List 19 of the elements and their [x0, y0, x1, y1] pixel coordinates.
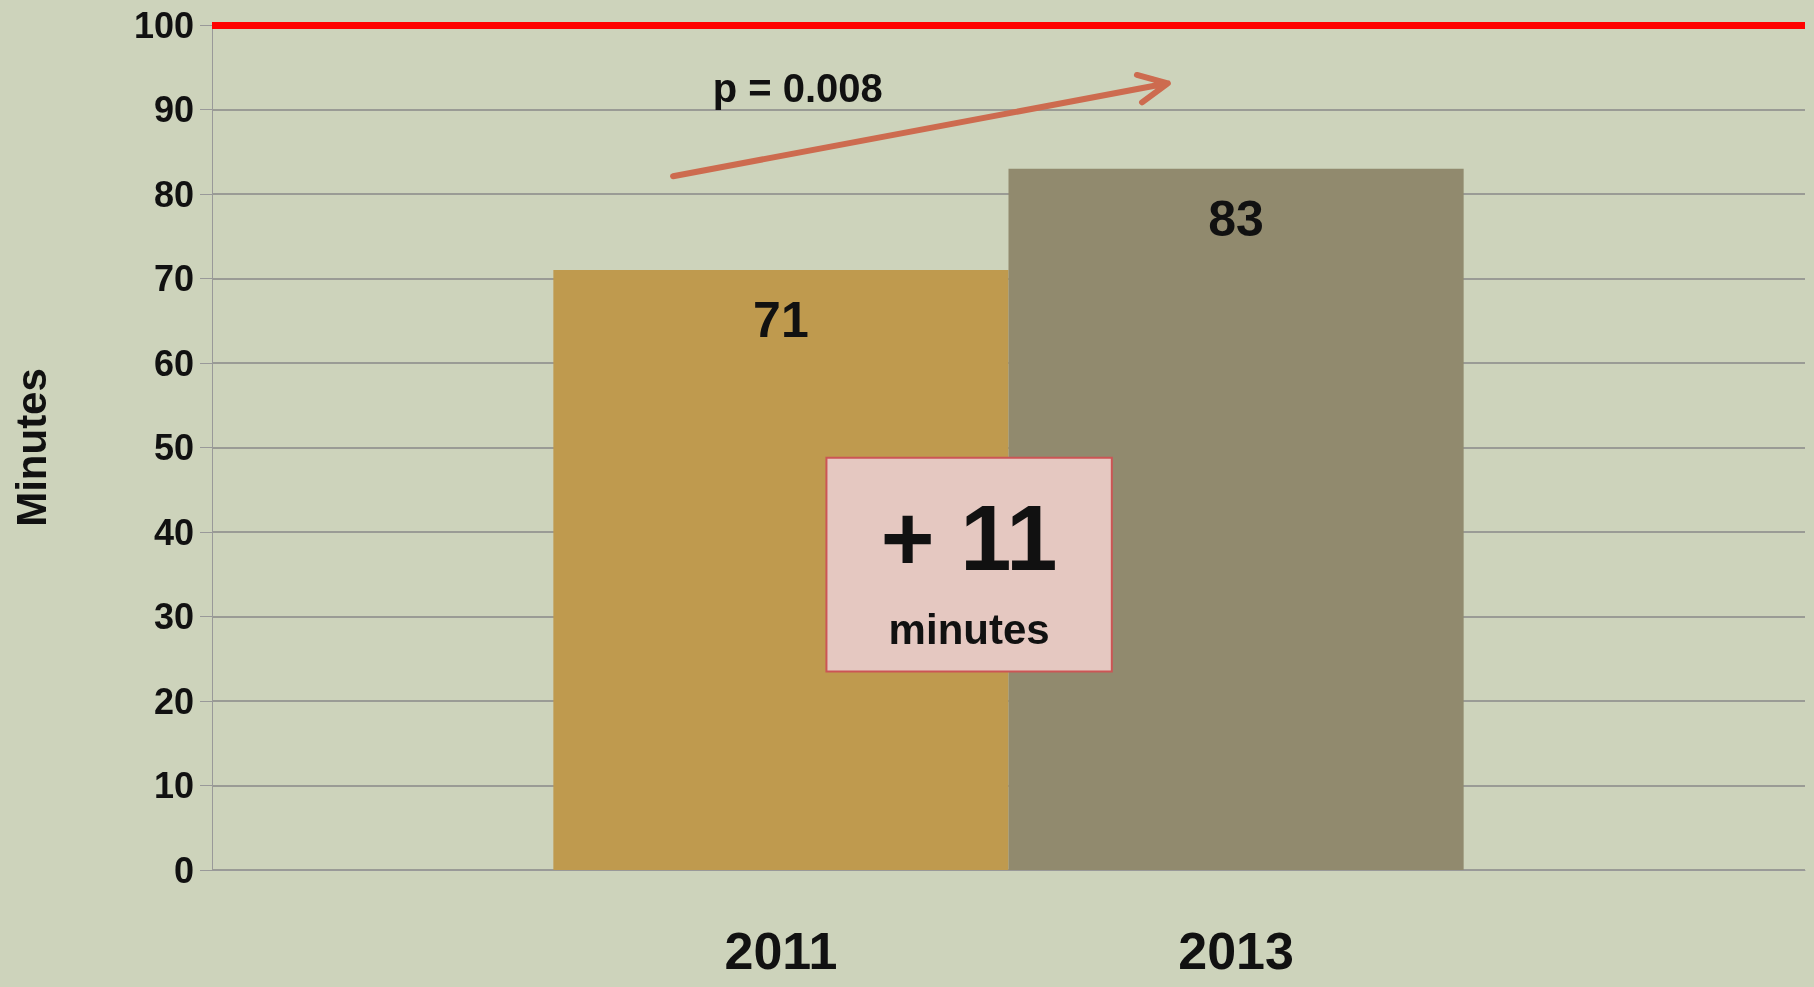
y-tick-label: 0 [173, 849, 194, 891]
y-tick-label: 10 [153, 765, 194, 806]
y-tick-label: 30 [153, 596, 194, 637]
y-tick-label: 20 [153, 680, 194, 722]
x-tick-label: 2013 [1178, 922, 1294, 980]
annotation: + 11 [880, 486, 1058, 589]
data-label: 83 [1208, 190, 1264, 247]
y-tick-label: 90 [153, 89, 194, 130]
y-axis-title: Minutes [7, 368, 55, 527]
x-tick-label: 2011 [724, 922, 838, 980]
y-tick-label: 40 [153, 511, 194, 553]
y-tick-label: 80 [153, 173, 194, 215]
annotation: minutes [888, 606, 1050, 654]
annotation: p = 0.008 [712, 65, 883, 110]
y-tick-label: 60 [153, 342, 194, 384]
y-tick-label: 70 [153, 258, 194, 299]
data-label: 71 [753, 292, 809, 349]
y-tick-label: 50 [153, 427, 194, 468]
y-tick-label: 100 [133, 4, 194, 46]
